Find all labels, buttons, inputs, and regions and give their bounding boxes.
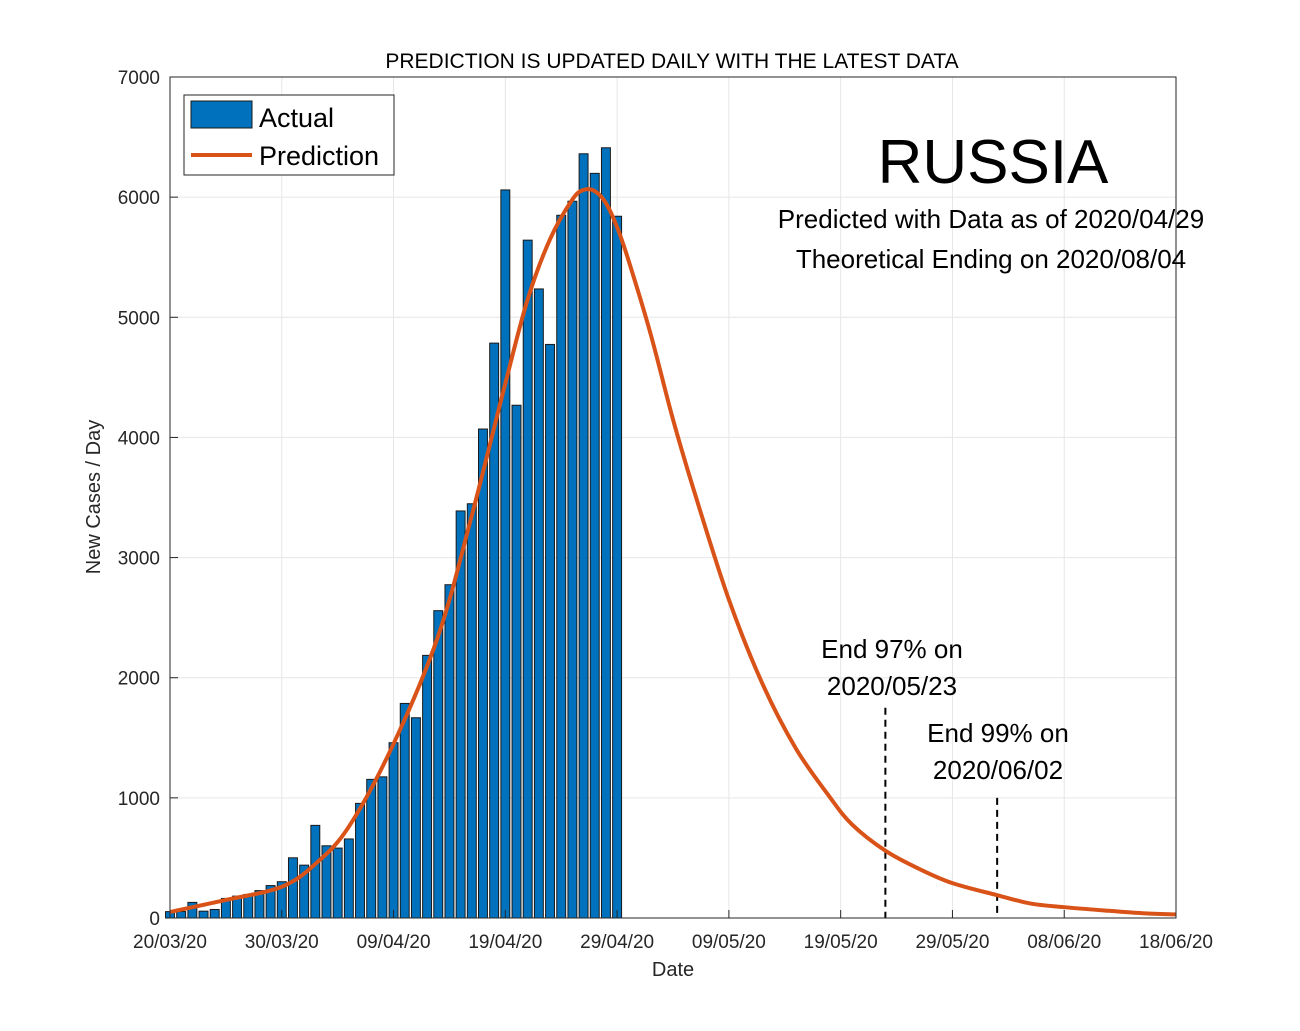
actual-bar (176, 911, 187, 919)
y-tick-label: 2000 (118, 669, 160, 690)
actual-bar (533, 288, 544, 919)
end-markers (884, 707, 999, 918)
x-tick-label: 09/05/20 (692, 932, 766, 953)
actual-bar (511, 404, 522, 919)
theoretical-ending-text: Theoretical Ending on 2020/08/04 (796, 244, 1186, 274)
legend: Actual Prediction (183, 94, 395, 176)
prediction-date-text: Predicted with Data as of 2020/04/29 (778, 204, 1204, 234)
actual-bar (500, 189, 511, 919)
legend-actual-label: Actual (259, 103, 334, 133)
end99-date: 2020/06/02 (933, 755, 1063, 785)
y-tick-label: 3000 (118, 549, 160, 570)
actual-bar (399, 702, 410, 919)
actual-bar (556, 214, 567, 919)
end97-date: 2020/05/23 (827, 671, 957, 701)
actual-bar (410, 717, 421, 919)
x-tick-label: 30/03/20 (245, 932, 319, 953)
y-tick-label: 1000 (118, 789, 160, 810)
actual-bar (567, 200, 578, 919)
legend-prediction-label: Prediction (259, 141, 379, 171)
actual-bar (287, 857, 298, 919)
actual-bar (332, 847, 343, 919)
end99-label: End 99% on (927, 718, 1069, 748)
actual-bar (377, 776, 388, 919)
actual-bar (589, 172, 600, 919)
y-axis-label: New Cases / Day (83, 420, 105, 575)
x-tick-label: 19/05/20 (804, 932, 878, 953)
actual-bar (388, 742, 399, 919)
actual-bar (422, 654, 433, 919)
chart-title: PREDICTION IS UPDATED DAILY WITH THE LAT… (385, 50, 958, 73)
x-tick-label: 29/05/20 (915, 932, 989, 953)
y-tick-label: 5000 (118, 308, 160, 329)
x-tick-label: 19/04/20 (468, 932, 542, 953)
actual-bar (343, 838, 354, 919)
x-tick-label: 29/04/20 (580, 932, 654, 953)
actual-bar (578, 153, 589, 919)
y-tick-label: 4000 (118, 428, 160, 449)
prediction-line (169, 187, 1177, 917)
actual-bar (433, 610, 444, 919)
actual-bar (366, 778, 377, 919)
actual-bar (612, 215, 623, 919)
axes-frame (169, 76, 1177, 919)
actual-bar (522, 239, 533, 919)
actual-bar (355, 802, 365, 919)
end97-label: End 97% on (821, 634, 963, 664)
y-tick-label: 6000 (118, 188, 160, 209)
x-axis-label: Date (652, 959, 694, 981)
y-tick-label: 7000 (118, 68, 160, 89)
actual-bars (165, 147, 623, 919)
x-tick-label: 18/06/20 (1139, 932, 1213, 953)
legend-actual-swatch (190, 100, 253, 129)
actual-bar (478, 428, 488, 919)
country-label: RUSSIA (878, 128, 1109, 197)
actual-bar (444, 584, 455, 919)
x-tick-label: 08/06/20 (1027, 932, 1101, 953)
actual-bar (310, 824, 321, 919)
actual-bar (198, 910, 209, 919)
actual-bar (600, 147, 611, 919)
axis-ticks: 0 1000 2000 3000 4000 5000 6000 7000 20/03/20 30/… (118, 68, 1213, 953)
x-tick-label: 20/03/20 (133, 932, 207, 953)
actual-bar (466, 503, 477, 919)
y-tick-label: 0 (149, 909, 160, 930)
actual-bar (545, 343, 556, 919)
actual-bar (209, 908, 220, 919)
x-tick-label: 09/04/20 (357, 932, 431, 953)
